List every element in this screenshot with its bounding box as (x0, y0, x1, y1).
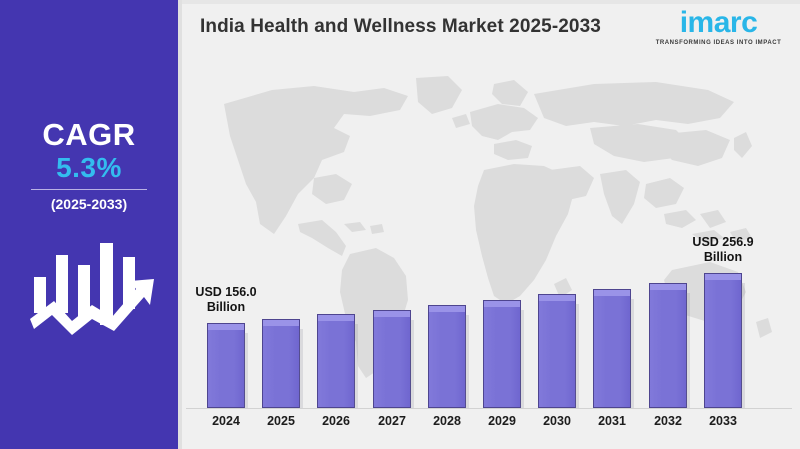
bar-2032 (649, 283, 690, 408)
value-label-2024-line1: USD 156.0 (195, 285, 257, 299)
bar-2029 (483, 300, 524, 408)
bar-cap-2026 (317, 314, 355, 321)
bar-2027 (373, 310, 414, 408)
bar-cap-2033 (704, 273, 742, 280)
year-label-2032: 2032 (654, 414, 682, 428)
bar-cap-2027 (373, 310, 411, 317)
bar-shadow-2029 (520, 310, 524, 408)
bar-cap-2032 (649, 283, 687, 290)
bar-2028 (428, 305, 469, 408)
year-label-2026: 2026 (322, 414, 350, 428)
panel-left-edge (178, 0, 182, 449)
bar-cap-2029 (483, 300, 521, 307)
cagr-label: CAGR (42, 117, 136, 152)
cagr-period: (2025-2033) (50, 196, 128, 212)
bar-shadow-2026 (354, 324, 358, 408)
chart-panel: India Health and Wellness Market 2025-20… (178, 0, 800, 449)
bar-2026 (317, 314, 358, 408)
logo-wordmark: imarc (679, 6, 758, 39)
logo-tagline: TRANSFORMING IDEAS INTO IMPACT (655, 40, 782, 46)
year-label-2033: 2033 (709, 414, 737, 428)
year-label-2028: 2028 (433, 414, 461, 428)
value-label-2024-line2: Billion (206, 300, 246, 314)
bar-shadow-2027 (410, 320, 414, 408)
cagr-divider (31, 189, 147, 190)
chart-baseline (186, 408, 792, 409)
value-label-2024: USD 156.0 Billion (178, 285, 274, 315)
year-label-2030: 2030 (543, 414, 571, 428)
cagr-panel: CAGR 5.3% (2025-2033) (0, 0, 178, 449)
bar-shadow-2033 (741, 283, 745, 408)
bar-chart-growth-arrow-icon (26, 243, 166, 348)
year-label-2025: 2025 (267, 414, 295, 428)
cagr-stack: CAGR 5.3% (2025-2033) (0, 118, 178, 213)
year-label-2029: 2029 (488, 414, 516, 428)
bar-cap-2024 (207, 323, 245, 330)
bar-2033 (704, 273, 745, 408)
bar-chart-plot-area: USD 156.0 Billion USD 256.9 Billion 2024… (178, 0, 800, 449)
cagr-value: 5.3% (56, 152, 122, 183)
bar-cap-2025 (262, 319, 300, 326)
panel-top-edge (178, 0, 800, 4)
bar-cap-2031 (593, 289, 631, 296)
bar-cap-2028 (428, 305, 466, 312)
bar-shadow-2032 (686, 293, 690, 408)
value-label-2033: USD 256.9 Billion (675, 235, 771, 265)
value-label-2033-line1: USD 256.9 (692, 235, 754, 249)
bar-shadow-2031 (630, 299, 634, 408)
year-label-2031: 2031 (598, 414, 626, 428)
imarc-logo: imarc TRANSFORMING IDEAS INTO IMPACT (651, 8, 786, 48)
bar-2030 (538, 294, 579, 408)
year-label-2024: 2024 (212, 414, 240, 428)
bar-shadow-2028 (465, 315, 469, 408)
value-label-2033-line2: Billion (703, 250, 743, 264)
bar-shadow-2030 (575, 304, 579, 408)
year-label-2027: 2027 (378, 414, 406, 428)
bar-2031 (593, 289, 634, 408)
bar-cap-2030 (538, 294, 576, 301)
bar-2025 (262, 319, 303, 408)
bar-shadow-2024 (244, 333, 248, 408)
page-title: India Health and Wellness Market 2025-20… (200, 16, 601, 37)
bar-2024 (207, 323, 248, 408)
bar-shadow-2025 (299, 329, 303, 408)
